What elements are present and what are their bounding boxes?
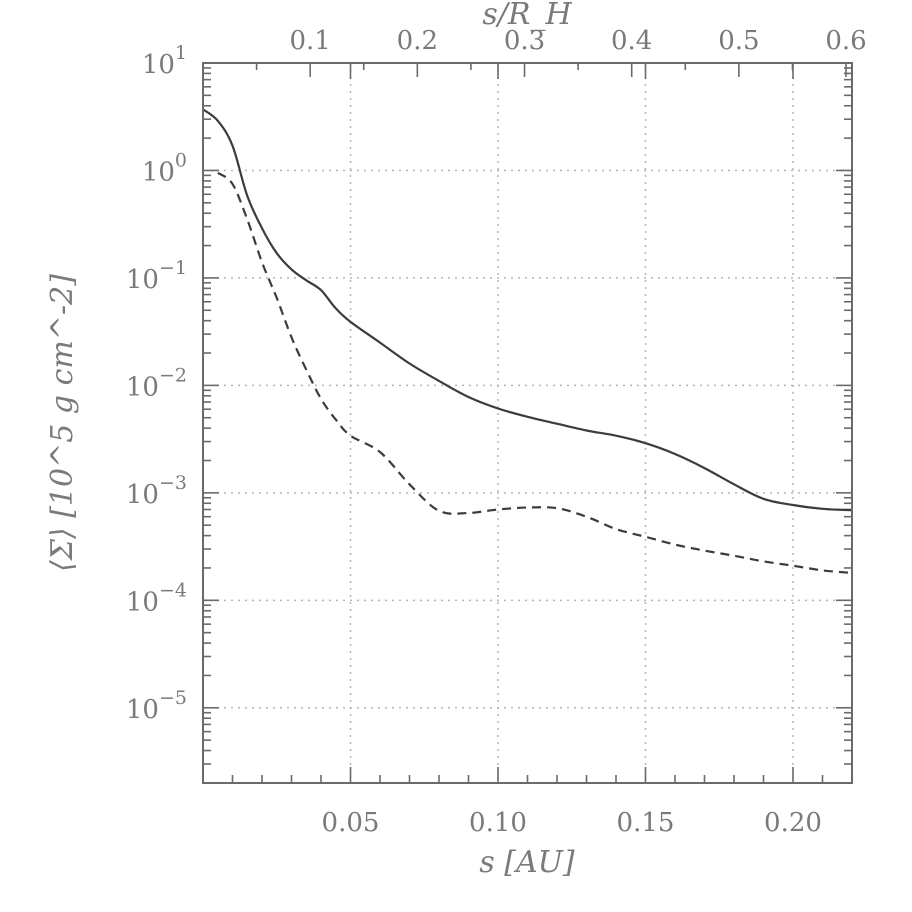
y-tick-label: 100 [142,149,187,187]
y-axis-title: ⟨Σ⟩ [10^5 g cm^-2] [45,274,80,572]
y-tick-label: 10−1 [126,257,187,295]
y-tick-label: 10−2 [126,364,187,402]
top-x-tick-label: 0.5 [718,26,759,56]
plot-frame [202,62,853,784]
y-tick-label: 10−5 [126,687,187,725]
top-x-tick-label: 0.3 [504,26,545,56]
top-axis-title: s/R_H [482,0,572,32]
tick-labels: 0.05 0.10 0.15 0.20 0.1 0.2 0.3 0.4 0.5 0.6 101 100… [126,26,867,838]
x-axis-title: s [AU] [479,845,575,880]
y-tick-label: 101 [142,42,187,80]
x-tick-label: 0.10 [469,808,527,838]
top-x-tick-label: 0.6 [825,26,866,56]
x-tick-label: 0.15 [617,808,675,838]
grid [203,62,852,783]
y-tick-label: 10−3 [126,472,187,510]
x-tick-label: 0.05 [322,808,380,838]
tick-marks [203,62,853,784]
series-line-dashed [217,171,853,574]
y-tick-label: 10−4 [126,579,187,617]
series-line-solid [202,108,853,512]
series-lines [202,108,853,574]
top-x-tick-label: 0.1 [289,26,330,56]
top-x-tick-label: 0.4 [611,26,652,56]
top-x-tick-label: 0.2 [397,26,438,56]
x-tick-label: 0.20 [764,808,822,838]
